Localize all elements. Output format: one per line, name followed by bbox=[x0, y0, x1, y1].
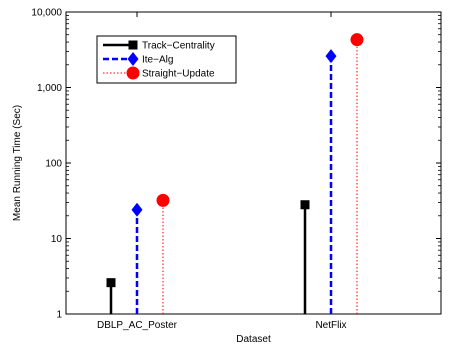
legend-marker bbox=[127, 52, 139, 66]
y-tick-label: 1,000 bbox=[37, 83, 62, 94]
legend-label: Ite−Alg bbox=[142, 55, 173, 66]
data-point bbox=[325, 49, 337, 64]
legend-marker bbox=[126, 66, 140, 80]
data-point bbox=[350, 33, 364, 47]
legend: Track−Centrality Ite−Alg Straight−Update bbox=[96, 35, 237, 84]
data-point bbox=[131, 202, 143, 217]
series-stems bbox=[106, 33, 364, 314]
x-tick-label: DBLP_AC_Poster bbox=[97, 320, 178, 331]
data-point bbox=[300, 200, 310, 210]
data-point bbox=[156, 193, 170, 207]
y-tick-label: 1 bbox=[56, 310, 62, 321]
legend-label: Track−Centrality bbox=[142, 41, 215, 52]
data-point bbox=[106, 278, 116, 288]
y-tick-label: 10 bbox=[51, 234, 63, 245]
y-axis: 1 10 100 1,000 10,000 bbox=[31, 8, 441, 321]
legend-label: Straight−Update bbox=[142, 69, 215, 80]
y-axis-label: Mean Running Time (Sec) bbox=[12, 105, 23, 221]
y-tick-label: 100 bbox=[45, 159, 62, 170]
x-tick-label: NetFlix bbox=[315, 320, 346, 331]
x-axis-label: Dataset bbox=[236, 334, 271, 345]
legend-marker bbox=[128, 40, 138, 50]
y-tick-label: 10,000 bbox=[31, 8, 62, 19]
